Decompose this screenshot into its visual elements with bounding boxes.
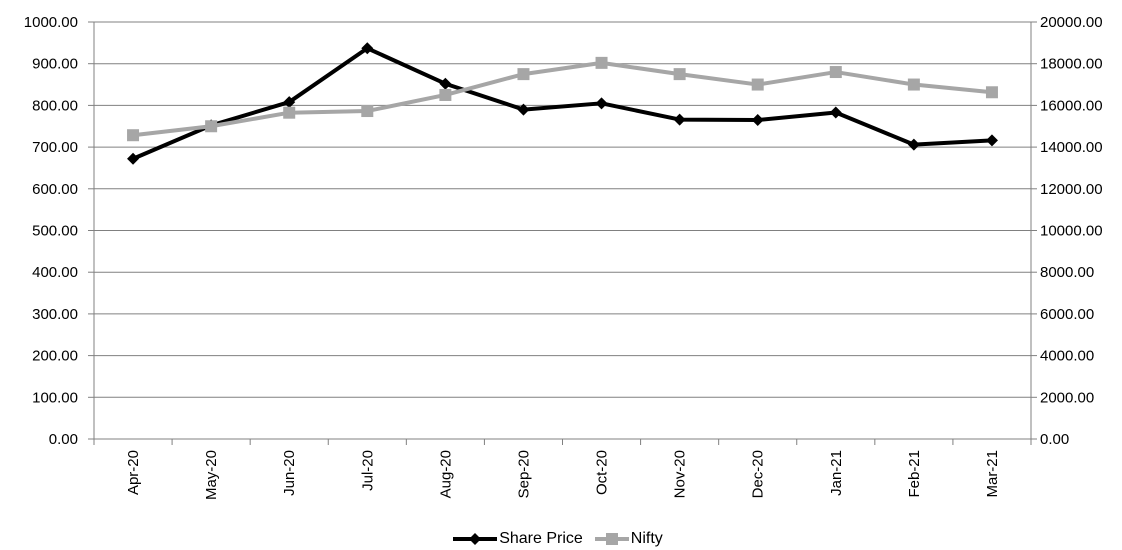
x-tick-label: May-20 (203, 450, 220, 500)
data-point-share-price (439, 77, 452, 90)
data-point-share-price (283, 96, 296, 109)
y-left-tick-label: 800.00 (32, 97, 78, 114)
x-tick-label: Feb-21 (906, 450, 923, 498)
data-point-nifty (127, 129, 140, 142)
x-tick-label: Aug-20 (437, 450, 454, 498)
y-left-tick-label: 1000.00 (24, 14, 78, 31)
legend-item-share-price: Share Price (453, 530, 589, 548)
y-right-tick-label: 0.00 (1040, 431, 1069, 448)
data-point-share-price (829, 106, 842, 119)
y-right-tick-label: 8000.00 (1040, 264, 1094, 281)
data-point-share-price (985, 134, 998, 147)
data-point-share-price (907, 138, 920, 151)
y-right-tick-label: 12000.00 (1040, 181, 1103, 198)
data-point-nifty (205, 120, 218, 133)
series-line-share-price (132, 46, 993, 161)
y-left-tick-label: 700.00 (32, 139, 78, 156)
legend: Share Price Nifty (0, 528, 1122, 550)
y-right-tick-label: 14000.00 (1040, 139, 1103, 156)
x-tick-label: Jun-20 (281, 450, 298, 496)
legend-symbol-share-price (453, 533, 498, 545)
data-point-nifty (673, 68, 686, 81)
y-left-tick-label: 200.00 (32, 348, 78, 365)
y-left-tick-label: 100.00 (32, 389, 78, 406)
y-right-tick-label: 2000.00 (1040, 389, 1094, 406)
y-right-tick-label: 20000.00 (1040, 14, 1103, 31)
y-left-tick-label: 900.00 (32, 56, 78, 73)
y-left-tick-label: 400.00 (32, 264, 78, 281)
x-tick-label: Jan-21 (828, 450, 845, 496)
legend-symbol-nifty (594, 533, 629, 545)
data-point-nifty (751, 78, 764, 91)
line-chart: 0.00 0.00 100.00 2000.00 200.00 4000.00 300.00… (24, 14, 1103, 500)
x-tick-label: Apr-20 (125, 450, 142, 495)
x-tick-label: Jul-20 (359, 450, 376, 491)
y-right-tick-label: 16000.00 (1040, 97, 1103, 114)
data-point-nifty (439, 88, 452, 101)
y-left-tick-label: 600.00 (32, 181, 78, 198)
x-tick-label: Mar-21 (984, 450, 1001, 498)
x-tick-label: Dec-20 (750, 450, 767, 498)
data-point-nifty (517, 68, 530, 81)
series-line-nifty (132, 60, 993, 138)
data-point-nifty (361, 105, 374, 118)
legend-label-nifty: Nifty (630, 530, 663, 547)
y-left-tick-label: 0.00 (49, 431, 78, 448)
data-point-nifty (829, 66, 842, 79)
x-tick-label: Nov-20 (672, 450, 689, 498)
data-point-share-price (751, 113, 764, 126)
data-point-nifty (985, 86, 998, 99)
x-tick-label: Oct-20 (594, 450, 611, 495)
y-right-tick-label: 18000.00 (1040, 56, 1103, 73)
legend-label-share-price: Share Price (499, 530, 583, 547)
data-point-share-price (517, 103, 530, 116)
data-point-nifty (595, 56, 608, 69)
data-point-share-price (595, 97, 608, 110)
data-point-share-price (673, 113, 686, 126)
y-left-tick-label: 300.00 (32, 306, 78, 323)
x-tick-label: Sep-20 (515, 450, 532, 498)
y-right-tick-label: 4000.00 (1040, 348, 1094, 365)
data-point-share-price (127, 152, 140, 165)
y-left-tick-label: 500.00 (32, 223, 78, 240)
y-right-tick-label: 10000.00 (1040, 223, 1103, 240)
legend-item-nifty: Nifty (594, 530, 669, 548)
data-point-nifty (907, 78, 920, 91)
data-point-share-price (361, 42, 374, 55)
data-point-nifty (283, 106, 296, 119)
y-right-tick-label: 6000.00 (1040, 306, 1094, 323)
